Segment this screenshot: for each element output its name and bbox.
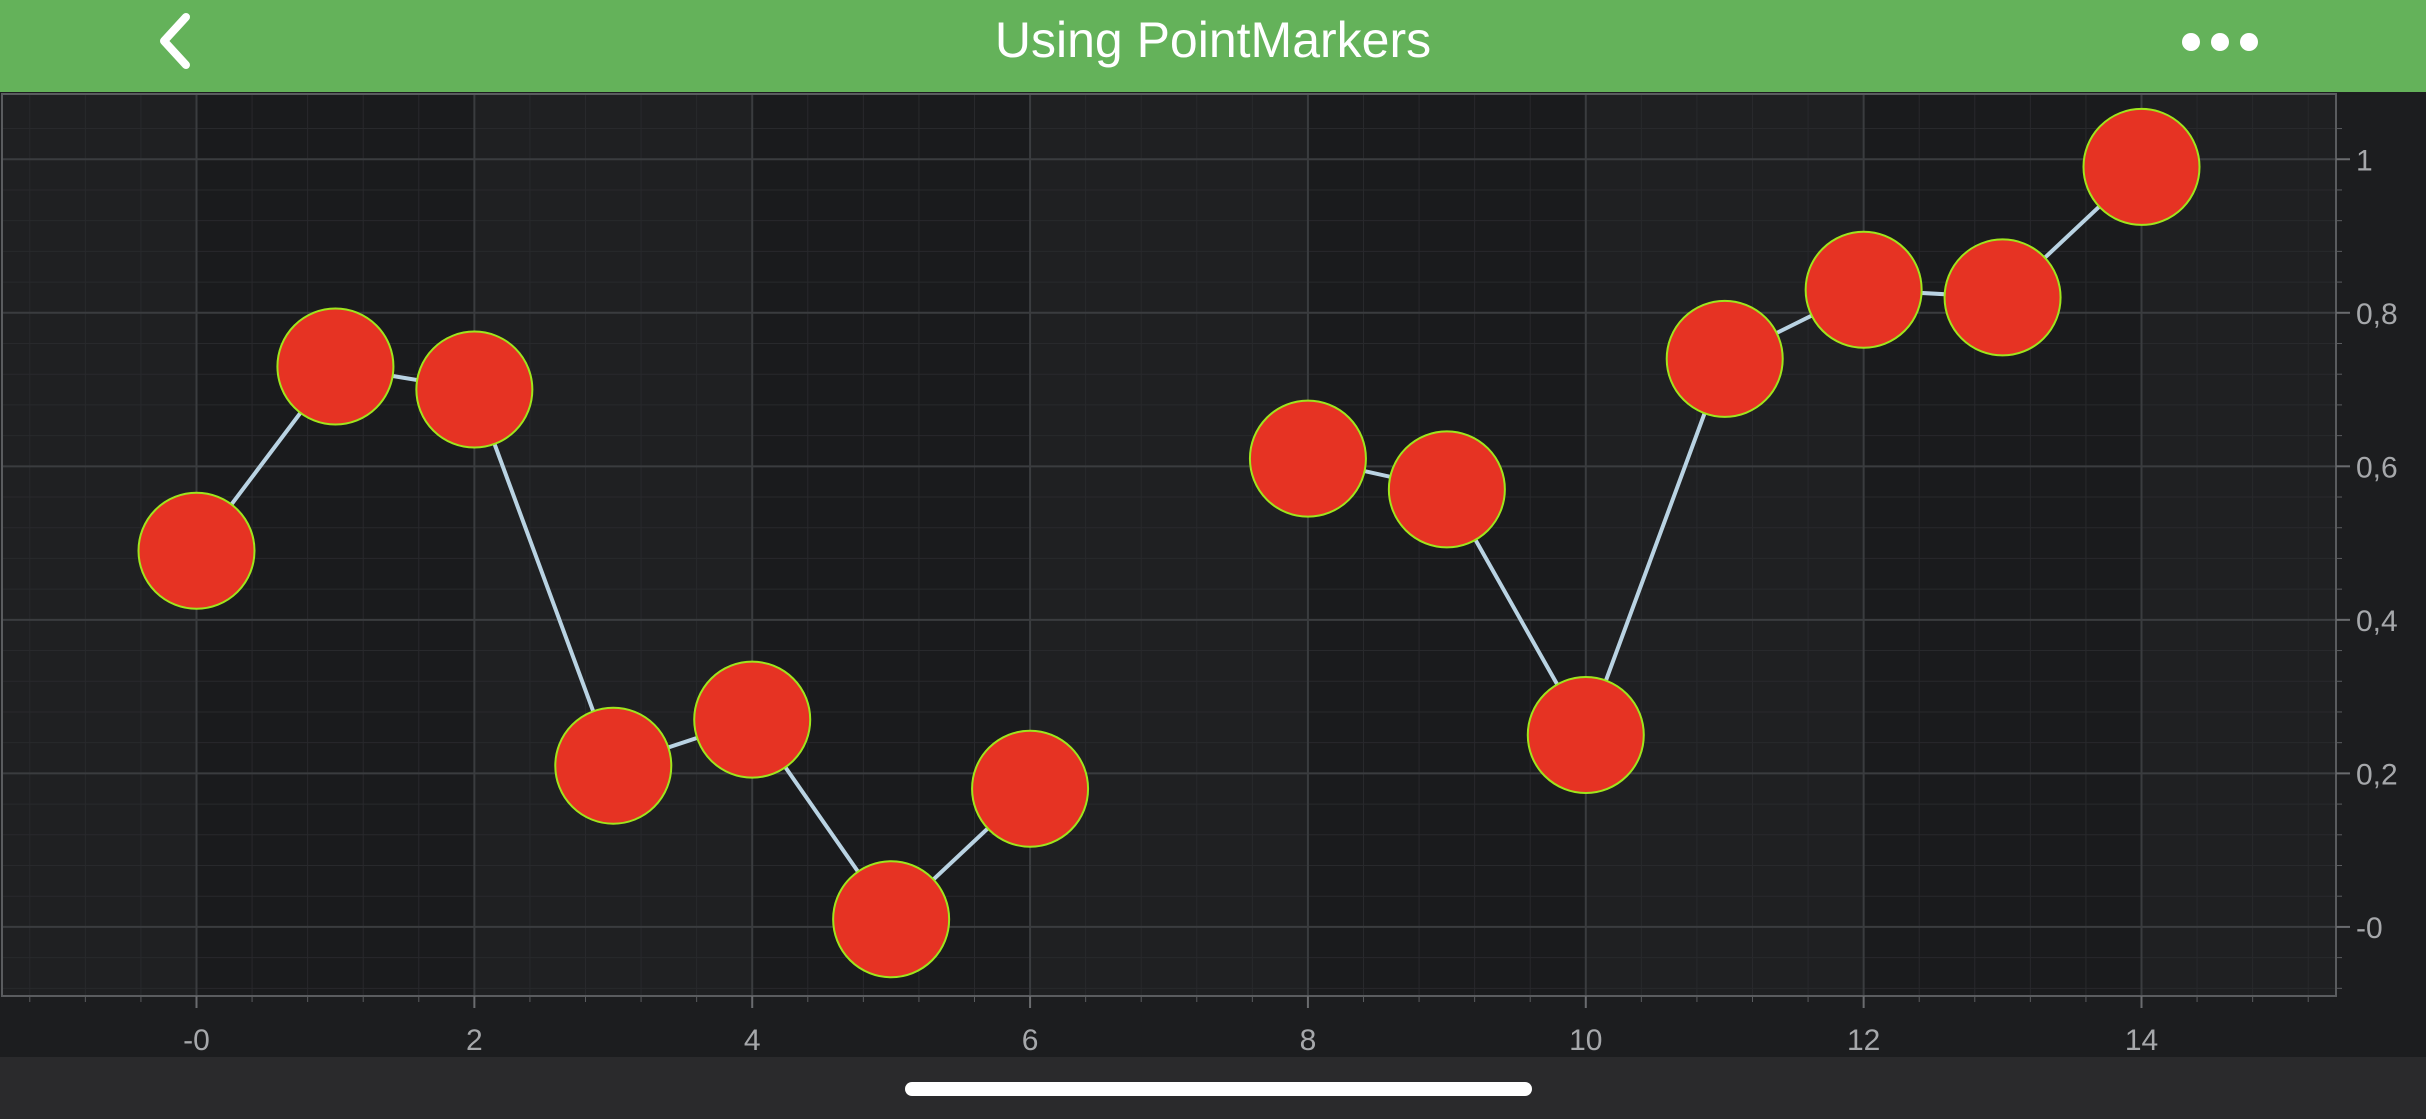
x-tick-label: 6 bbox=[1022, 1024, 1039, 1057]
grid-band bbox=[752, 94, 1031, 996]
plot-border bbox=[1, 93, 2337, 997]
more-options-button[interactable] bbox=[2170, 14, 2270, 70]
point-marker[interactable] bbox=[276, 307, 395, 426]
point-marker[interactable] bbox=[554, 706, 673, 825]
home-indicator[interactable] bbox=[905, 1082, 1532, 1096]
point-marker[interactable] bbox=[1943, 238, 2062, 357]
line-chart[interactable]: -0 2 4 6 8 10 12 14 -0 0,2 0,4 0,6 0,8 1 bbox=[0, 92, 2426, 1057]
x-tick-label: 14 bbox=[2125, 1024, 2158, 1057]
y-tick-label: 0,4 bbox=[2356, 605, 2398, 638]
point-marker[interactable] bbox=[1526, 675, 1645, 794]
point-marker[interactable] bbox=[1665, 299, 1784, 418]
y-tick-label: 0,8 bbox=[2356, 298, 2398, 331]
navigation-bar: Using PointMarkers bbox=[0, 0, 2426, 92]
point-marker[interactable] bbox=[2082, 107, 2201, 226]
point-marker[interactable] bbox=[1804, 230, 1923, 349]
point-marker[interactable] bbox=[415, 330, 534, 449]
bottom-bar bbox=[0, 1057, 2426, 1119]
point-marker[interactable] bbox=[693, 660, 812, 779]
x-tick-label: 10 bbox=[1569, 1024, 1602, 1057]
x-tick-label: 2 bbox=[466, 1024, 483, 1057]
point-marker[interactable] bbox=[1387, 430, 1506, 549]
point-marker[interactable] bbox=[1248, 399, 1367, 518]
x-tick-label: -0 bbox=[183, 1024, 210, 1057]
y-tick-label: 0,6 bbox=[2356, 451, 2398, 484]
y-tick-label: 0,2 bbox=[2356, 758, 2398, 791]
point-marker[interactable] bbox=[971, 729, 1090, 848]
page-title: Using PointMarkers bbox=[994, 12, 1432, 68]
y-tick-label: 1 bbox=[2356, 144, 2373, 177]
chevron-left-icon bbox=[160, 13, 190, 69]
x-tick-label: 4 bbox=[744, 1024, 761, 1057]
x-tick-label: 8 bbox=[1300, 1024, 1317, 1057]
point-marker[interactable] bbox=[832, 860, 951, 979]
back-button[interactable] bbox=[140, 6, 210, 76]
more-horizontal-icon bbox=[2182, 33, 2258, 51]
x-tick-label: 12 bbox=[1847, 1024, 1880, 1057]
chart-surface[interactable]: -0 2 4 6 8 10 12 14 -0 0,2 0,4 0,6 0,8 1 bbox=[0, 92, 2426, 1057]
point-marker[interactable] bbox=[137, 491, 256, 610]
grid-band bbox=[1863, 94, 2142, 996]
y-tick-label: -0 bbox=[2356, 912, 2383, 945]
